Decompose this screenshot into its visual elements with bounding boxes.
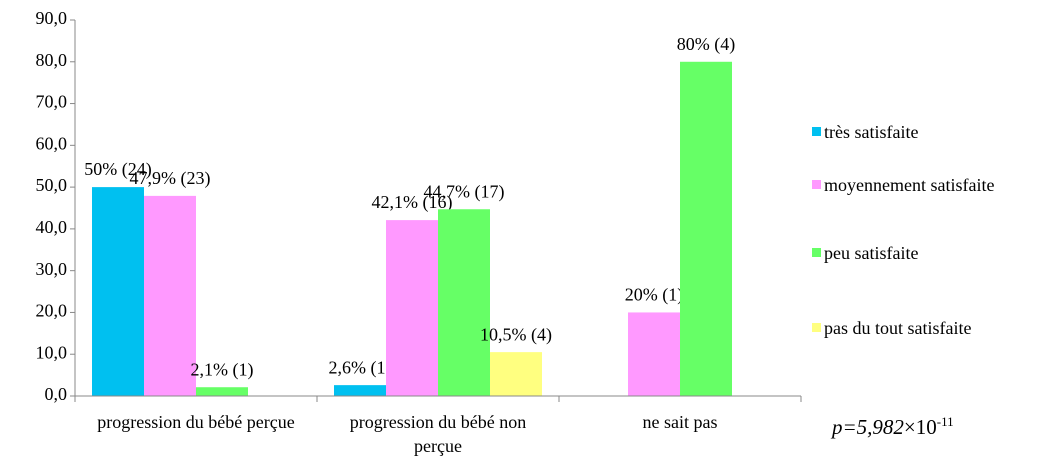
x-tick-label: progression du bébé non perçue xyxy=(349,412,527,456)
legend-swatch xyxy=(812,323,821,332)
bar xyxy=(438,209,490,396)
y-tick-label: 40,0 xyxy=(36,217,68,237)
annotation: p=5,982×10-11 xyxy=(832,414,954,440)
legend-swatch xyxy=(812,127,821,136)
legend-item: très satisfaite xyxy=(812,119,1044,145)
x-tick-label: ne sait pas xyxy=(642,412,718,432)
legend-label: peu satisfaite xyxy=(824,243,919,263)
y-tick-label: 90,0 xyxy=(36,8,68,28)
legend-label: moyennement satisfaite xyxy=(824,175,995,195)
annotation-text: p=5,982 xyxy=(832,415,904,439)
value-label: 2,1% (1) xyxy=(191,359,254,380)
bar xyxy=(334,385,386,396)
x-tick-label: progression du bébé perçue xyxy=(97,412,295,432)
value-label: 50% (24) xyxy=(84,159,151,180)
legend-item: moyennement satisfaite xyxy=(812,172,1044,198)
legend-label: très satisfaite xyxy=(824,122,919,142)
bar xyxy=(196,387,248,396)
bar xyxy=(490,352,542,396)
value-label: 10,5% (4) xyxy=(480,324,552,345)
value-label: 2,6% (1) xyxy=(329,357,392,378)
bar xyxy=(144,195,196,396)
y-tick-label: 50,0 xyxy=(36,175,68,195)
y-tick-label: 10,0 xyxy=(36,342,68,362)
y-tick-label: 70,0 xyxy=(36,92,68,112)
bar xyxy=(628,312,680,396)
y-tick-label: 30,0 xyxy=(36,259,68,279)
bar xyxy=(92,187,144,396)
value-label: 44,7% (17) xyxy=(424,181,505,202)
annotation-times: ×10 xyxy=(903,415,937,439)
value-label: 80% (4) xyxy=(677,34,735,55)
value-label: 42,1% (16) xyxy=(372,192,453,213)
legend-swatch xyxy=(812,248,821,257)
value-label: 47,9% (23) xyxy=(130,168,211,189)
bar xyxy=(680,61,732,397)
legend-swatch xyxy=(812,180,821,189)
legend-item: pas du tout satisfaite xyxy=(812,315,1044,341)
value-label: 20% (1) xyxy=(625,285,683,306)
y-tick-label: 20,0 xyxy=(36,301,68,321)
y-tick-label: 60,0 xyxy=(36,133,68,153)
legend-item: peu satisfaite xyxy=(812,240,1044,266)
legend-label: pas du tout satisfaite xyxy=(824,318,972,338)
y-tick-label: 80,0 xyxy=(36,50,68,70)
y-tick-label: 0,0 xyxy=(45,384,68,404)
annotation-exponent: -11 xyxy=(936,414,954,429)
bar xyxy=(386,220,438,396)
